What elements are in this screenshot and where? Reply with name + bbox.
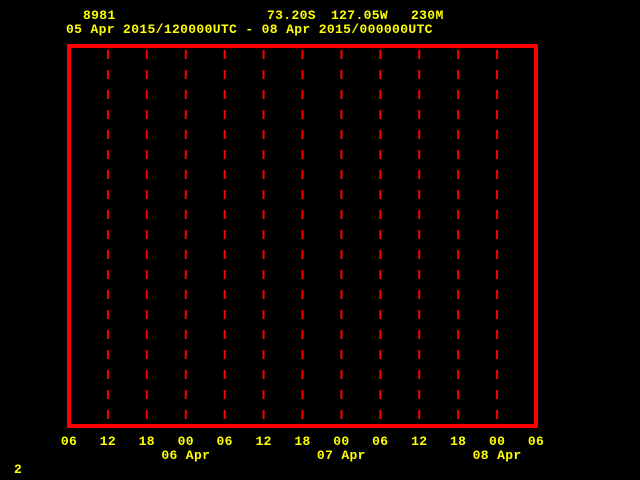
x-tick-label: 18: [450, 434, 467, 449]
x-tick-label: 00: [177, 434, 194, 449]
latitude-label: 73.20S: [267, 8, 316, 23]
elevation-label: 230M: [411, 8, 444, 23]
x-date-label: 06 Apr: [161, 448, 211, 463]
x-tick-label: 18: [294, 434, 311, 449]
x-date-label: 08 Apr: [472, 448, 522, 463]
x-tick-label: 06: [216, 434, 233, 449]
time-range-title: 05 Apr 2015/120000UTC - 08 Apr 2015/0000…: [66, 22, 433, 37]
plot-frame: [67, 44, 538, 428]
x-tick-label: 06: [527, 434, 545, 449]
x-tick-label: 18: [138, 434, 155, 449]
x-tick-label: 12: [99, 434, 117, 449]
x-tick-label: 00: [333, 434, 350, 449]
page-number: 2: [14, 462, 23, 477]
x-tick-label: 12: [255, 434, 272, 449]
longitude-label: 127.05W: [331, 8, 389, 23]
x-tick-label: 12: [411, 434, 428, 449]
station-id: 8981: [83, 8, 116, 23]
x-date-label: 07 Apr: [316, 448, 366, 463]
x-tick-label: 06: [60, 434, 78, 449]
x-tick-label: 06: [372, 434, 389, 449]
x-tick-label: 00: [488, 434, 506, 449]
